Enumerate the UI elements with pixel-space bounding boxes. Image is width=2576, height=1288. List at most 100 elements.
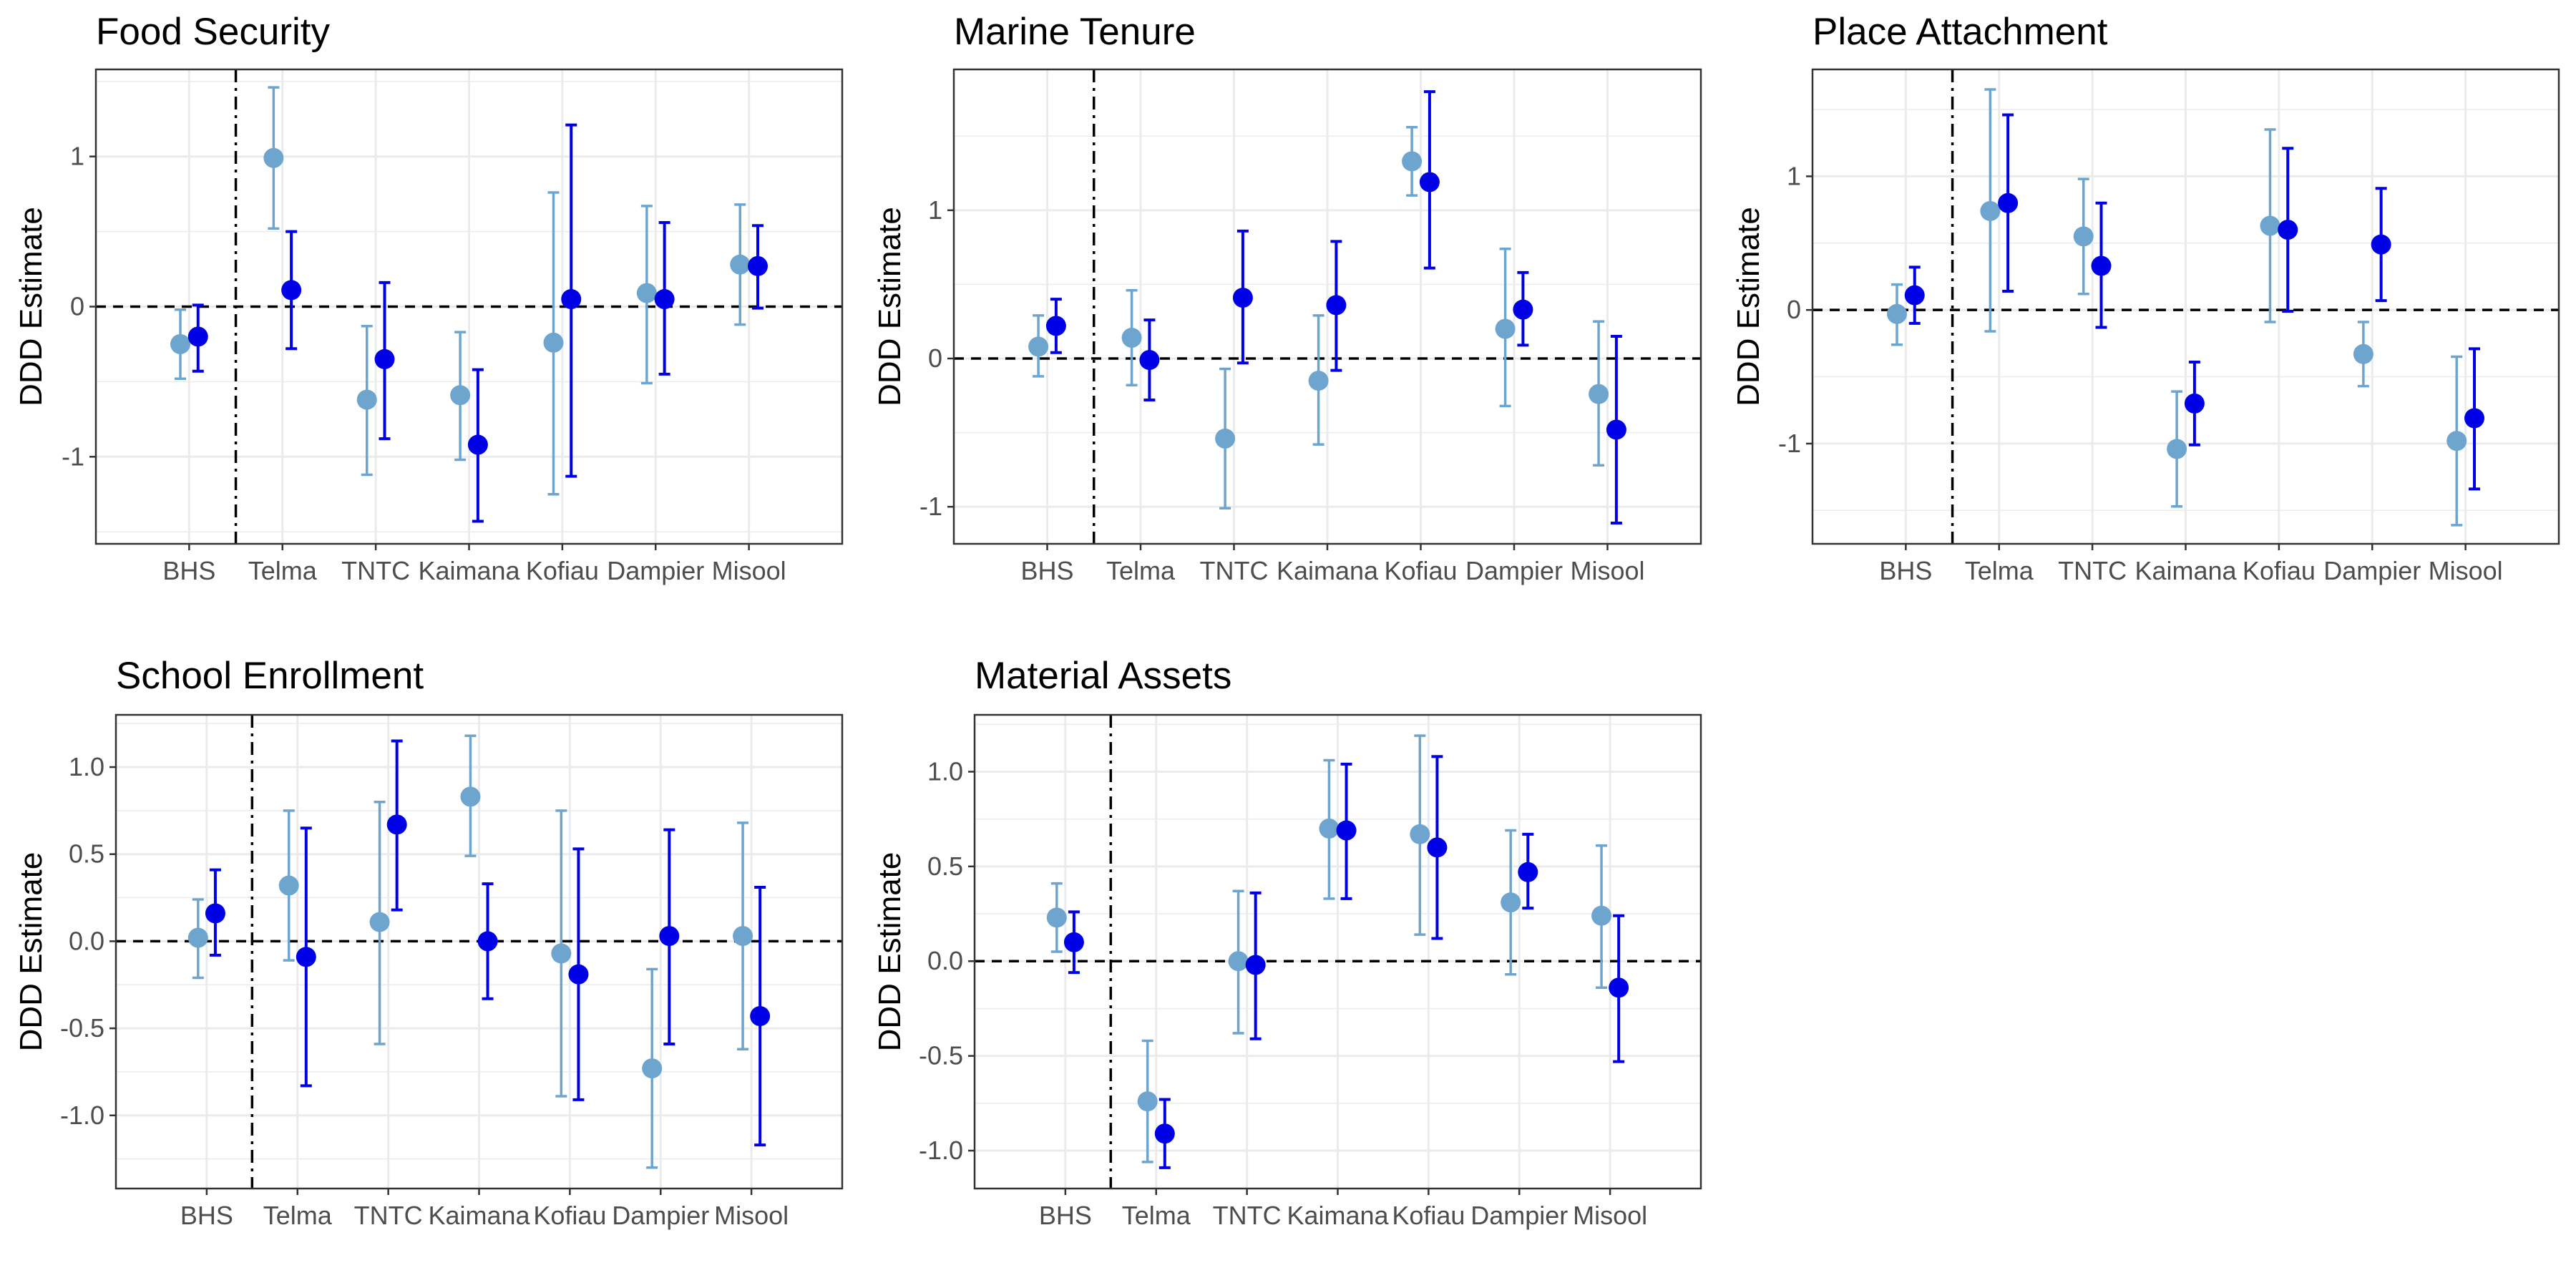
data-point: [1121, 328, 1142, 348]
x-tick-label: Kaimana: [2135, 556, 2237, 585]
x-tick-label: Kaimana: [1287, 1201, 1389, 1230]
data-point: [1402, 151, 1423, 172]
data-point: [568, 964, 589, 985]
x-tick-label: Kofiau: [526, 556, 599, 585]
x-tick-label: Kofiau: [1384, 556, 1457, 585]
data-point: [2278, 220, 2298, 240]
data-point: [1410, 824, 1430, 844]
data-point: [2073, 226, 2094, 247]
panel-2: -1 0 1 BHS Telma TNTC Kaimana Kofiau Dampier Miso…: [1731, 11, 2560, 585]
data-point: [1139, 350, 1160, 371]
data-point: [2184, 393, 2205, 414]
x-tick-label: Dampier: [1470, 1201, 1568, 1230]
data-point: [1063, 932, 1084, 952]
data-point: [1045, 316, 1066, 336]
x-tick-label: Dampier: [1465, 556, 1563, 585]
x-tick-label: Misool: [712, 556, 786, 585]
x-tick-label: Telma: [263, 1201, 333, 1230]
x-tick-label: Misool: [2429, 556, 2503, 585]
x-tick-label: Kofiau: [1392, 1201, 1465, 1230]
x-tick-label: Dampier: [607, 556, 704, 585]
y-axis-label: DDD Estimate: [872, 207, 907, 406]
data-point: [1980, 200, 2001, 221]
y-tick-label: 0.0: [69, 926, 104, 955]
y-axis-label: DDD Estimate: [1731, 207, 1766, 406]
data-point: [1215, 428, 1236, 449]
x-tick-label: Misool: [714, 1201, 789, 1230]
data-point: [654, 289, 675, 310]
x-tick-label: BHS: [1020, 556, 1073, 585]
data-point: [2446, 431, 2467, 452]
y-tick-label: 0: [70, 292, 84, 321]
y-tick-label: 0: [928, 343, 942, 373]
data-point: [1998, 192, 2019, 213]
y-axis-label: DDD Estimate: [14, 207, 49, 406]
panel-title: Food Security: [96, 11, 330, 53]
y-tick-label: 0: [1787, 295, 1801, 324]
data-point: [1319, 818, 1340, 839]
y-tick-label: 1.0: [69, 752, 104, 781]
data-point: [2464, 408, 2485, 429]
data-point: [1137, 1091, 1158, 1112]
panel-title: Material Assets: [975, 655, 1231, 697]
data-point: [2091, 255, 2112, 276]
data-point: [187, 927, 208, 948]
data-point: [369, 912, 390, 932]
data-point: [1326, 295, 1347, 316]
data-point: [1606, 419, 1626, 440]
data-point: [1591, 905, 1612, 926]
y-tick-label: 0.5: [69, 839, 104, 869]
data-point: [1245, 955, 1266, 975]
data-point: [750, 1006, 771, 1027]
data-point: [733, 926, 753, 947]
data-point: [2260, 215, 2280, 236]
x-tick-label: Telma: [1965, 556, 2034, 585]
data-point: [1513, 299, 1533, 320]
y-tick-label: 0.5: [927, 852, 963, 881]
data-point: [296, 947, 316, 967]
data-point: [1904, 285, 1925, 306]
x-tick-label: Misool: [1573, 1201, 1647, 1230]
y-tick-label: -0.5: [60, 1013, 104, 1043]
data-point: [1228, 951, 1249, 972]
y-axis-label: DDD Estimate: [872, 852, 907, 1052]
x-tick-label: Kofiau: [533, 1201, 606, 1230]
data-point: [1609, 977, 1629, 998]
data-point: [1336, 820, 1357, 841]
data-point: [386, 814, 407, 835]
data-point: [356, 389, 377, 410]
panel-title: Place Attachment: [1813, 11, 2108, 53]
x-tick-label: BHS: [162, 556, 215, 585]
x-tick-label: Telma: [248, 556, 318, 585]
data-point: [642, 1058, 663, 1079]
data-point: [543, 332, 564, 353]
panel-4: -1.0 -0.5 0.0 0.5 1.0 BHS Telma TNTC Kaimana Kofi…: [872, 655, 1702, 1230]
data-point: [1154, 1123, 1175, 1144]
y-tick-label: -0.5: [919, 1041, 963, 1070]
data-point: [2167, 439, 2187, 459]
data-point: [281, 280, 302, 301]
y-tick-label: 0.0: [927, 946, 963, 975]
x-tick-label: Kaimana: [418, 556, 520, 585]
data-point: [2371, 234, 2391, 255]
x-tick-label: Telma: [1122, 1201, 1191, 1230]
data-point: [1427, 837, 1448, 858]
y-tick-label: -1: [919, 492, 942, 521]
data-point: [561, 289, 582, 310]
y-axis-label: DDD Estimate: [14, 852, 49, 1052]
x-tick-label: BHS: [180, 1201, 233, 1230]
data-point: [659, 926, 680, 947]
data-point: [187, 326, 208, 347]
x-tick-label: TNTC: [341, 556, 410, 585]
data-point: [1495, 318, 1516, 339]
x-tick-label: TNTC: [2058, 556, 2127, 585]
x-tick-label: Kofiau: [2243, 556, 2316, 585]
data-point: [730, 254, 751, 275]
data-point: [1419, 172, 1440, 192]
x-tick-label: BHS: [1879, 556, 1932, 585]
data-point: [1886, 303, 1907, 324]
data-point: [278, 875, 299, 896]
panel-3: -1.0 -0.5 0.0 0.5 1.0 BHS Telma TNTC Kaimana Kofi…: [14, 655, 844, 1230]
data-point: [1232, 288, 1253, 308]
